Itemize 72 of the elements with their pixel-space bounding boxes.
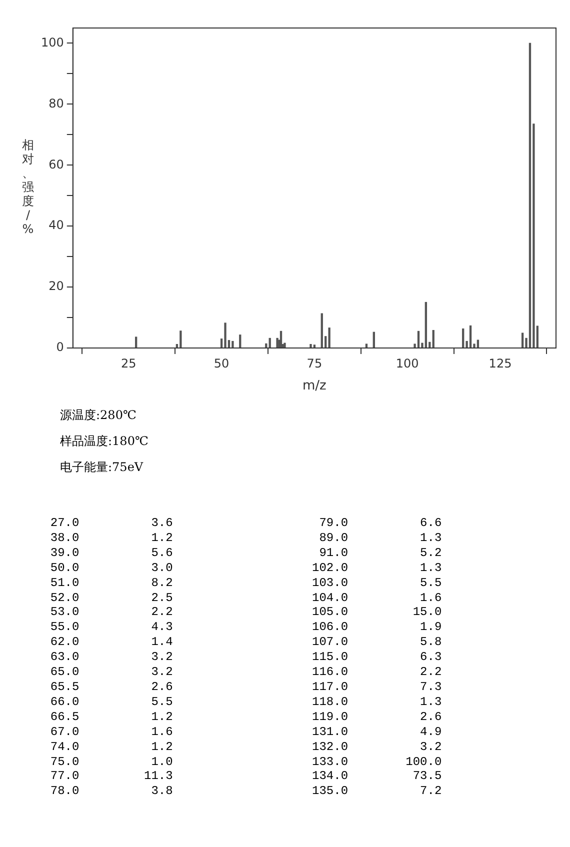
text: 103.0 5.5 xyxy=(311,576,442,591)
bar xyxy=(280,330,282,348)
bar xyxy=(476,340,480,348)
y-axis-title: 相对、强度/% xyxy=(22,138,34,236)
text: 78.0 3.8 xyxy=(49,784,173,800)
text: 52.0 2.5 xyxy=(49,590,173,606)
text: 102.0 1.3 xyxy=(311,560,442,576)
text: 65.5 2.6 xyxy=(49,680,173,695)
text: 104.0 1.6 xyxy=(311,590,442,606)
text: 样品温度:180℃ xyxy=(60,433,150,450)
text: 107.0 5.8 xyxy=(311,635,442,650)
y-tick-label: 40 xyxy=(48,218,64,232)
text: 67.0 1.6 xyxy=(49,724,173,740)
text: 105.0 15.0 xyxy=(311,605,442,620)
x-axis-title: m/z xyxy=(302,378,327,394)
bar xyxy=(462,328,464,348)
bar xyxy=(180,330,182,348)
text: 源温度:280℃ xyxy=(60,407,138,424)
y-tick-label: 100 xyxy=(41,35,64,50)
text: 131.0 4.9 xyxy=(311,724,442,740)
bar xyxy=(310,344,312,348)
bar xyxy=(372,332,375,348)
text: 27.0 3.6 xyxy=(49,516,173,531)
text: 133.0 100.0 xyxy=(311,754,442,770)
text: 106.0 1.9 xyxy=(311,620,442,636)
text: 53.0 2.2 xyxy=(49,605,173,620)
bar xyxy=(417,330,420,348)
text: 118.0 1.3 xyxy=(311,694,442,710)
bar xyxy=(224,322,226,348)
bar xyxy=(320,313,323,348)
x-tick-label: 100 xyxy=(396,356,419,370)
text: 91.0 5.2 xyxy=(318,546,442,561)
text: 116.0 2.2 xyxy=(311,665,442,680)
text: 66.0 5.5 xyxy=(49,694,173,710)
text: 51.0 8.2 xyxy=(49,576,173,591)
text: 75.0 1.0 xyxy=(49,754,173,770)
text: 134.0 73.5 xyxy=(311,769,442,784)
y-tick-label: 60 xyxy=(48,157,64,172)
text: 50.0 3.0 xyxy=(49,560,173,576)
text: 132.0 3.2 xyxy=(311,740,442,754)
text: 115.0 6.3 xyxy=(311,650,442,666)
bar xyxy=(328,328,330,348)
y-tick-label: 0 xyxy=(56,340,64,354)
x-tick-label: 125 xyxy=(488,356,512,370)
text: 65.0 3.2 xyxy=(49,665,173,680)
y-tick-label: 80 xyxy=(48,96,64,110)
bar xyxy=(432,330,434,348)
text: 74.0 1.2 xyxy=(49,740,173,754)
bar xyxy=(469,325,472,348)
text: 38.0 1.2 xyxy=(49,530,173,546)
x-tick-label: 25 xyxy=(121,356,136,370)
text: 79.0 6.6 xyxy=(318,516,442,531)
text: 63.0 3.2 xyxy=(49,650,173,666)
text: 66.5 1.2 xyxy=(49,710,173,725)
text: 电子能量:75eV xyxy=(60,459,144,476)
x-tick-label: 50 xyxy=(214,356,230,370)
text: 135.0 7.2 xyxy=(311,784,442,800)
bar xyxy=(232,340,234,348)
text: 39.0 5.6 xyxy=(49,546,173,561)
bar xyxy=(135,336,138,348)
bar xyxy=(239,334,242,348)
bar xyxy=(528,42,532,348)
bar xyxy=(424,302,428,348)
text: 89.0 1.3 xyxy=(318,530,442,546)
bar xyxy=(521,332,524,348)
text: 119.0 2.6 xyxy=(311,710,442,725)
x-tick-label: 75 xyxy=(306,356,322,370)
text: 117.0 7.3 xyxy=(311,680,442,695)
y-tick-label: 20 xyxy=(48,279,64,294)
text: 77.0 11.3 xyxy=(49,769,173,784)
text: 55.0 4.3 xyxy=(49,620,173,636)
text: 62.0 1.4 xyxy=(49,635,173,650)
